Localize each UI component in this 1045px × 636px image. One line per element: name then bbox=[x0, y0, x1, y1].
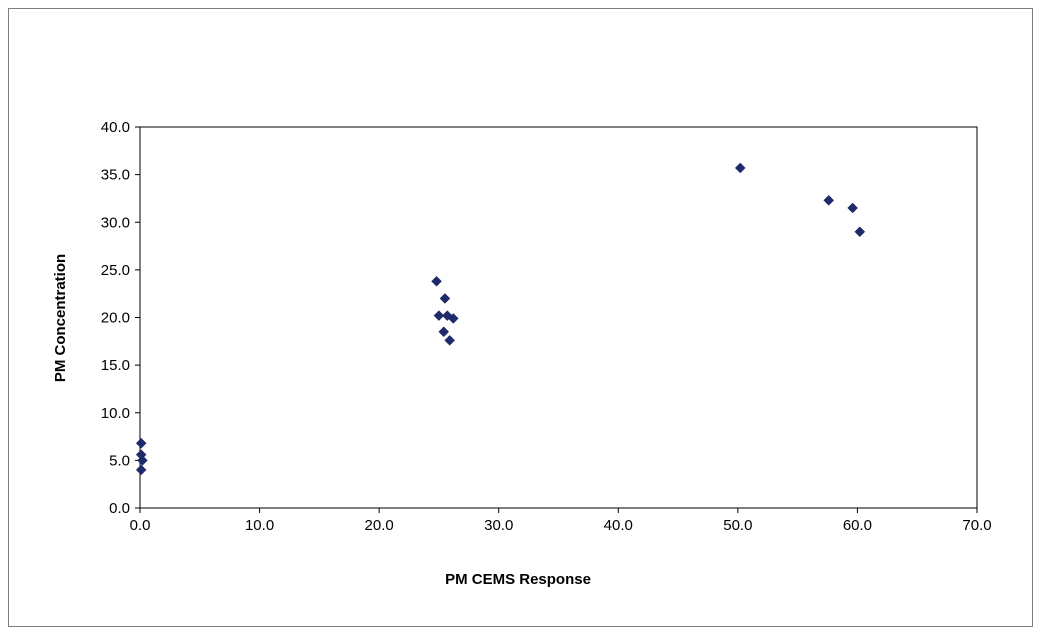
data-point bbox=[447, 313, 459, 324]
x-axis: 0.0 10.0 20.0 30.0 40.0 50.0 60.0 70.0 bbox=[130, 508, 992, 534]
y-tick-label: 30.0 bbox=[101, 214, 130, 231]
y-tick-label: 35.0 bbox=[101, 167, 130, 184]
x-tick-label: 20.0 bbox=[365, 517, 394, 534]
data-point bbox=[135, 464, 147, 476]
data-point bbox=[439, 293, 451, 304]
x-tick-label: 40.0 bbox=[604, 517, 633, 534]
x-tick-label: 50.0 bbox=[723, 517, 752, 534]
y-tick-label: 20.0 bbox=[101, 310, 130, 327]
x-tick-label: 0.0 bbox=[130, 517, 151, 534]
data-point bbox=[433, 310, 445, 321]
y-tick-label: 5.0 bbox=[109, 452, 130, 469]
data-point bbox=[438, 326, 450, 338]
y-tick-label: 10.0 bbox=[101, 405, 130, 422]
x-tick-label: 70.0 bbox=[962, 517, 991, 534]
data-point bbox=[444, 335, 456, 346]
data-point bbox=[137, 455, 148, 466]
x-axis-title: PM CEMS Response bbox=[445, 571, 591, 588]
y-axis-title: PM Concentration bbox=[52, 254, 69, 382]
y-axis: 0.0 5.0 10.0 15.0 20.0 25.0 30.0 35.0 40.0 bbox=[101, 119, 140, 517]
data-point bbox=[854, 226, 866, 238]
data-point bbox=[431, 275, 442, 287]
y-tick-label: 40.0 bbox=[101, 119, 130, 136]
x-tick-label: 30.0 bbox=[484, 517, 513, 534]
data-point bbox=[847, 202, 858, 214]
data-point bbox=[734, 162, 746, 174]
x-tick-label: 60.0 bbox=[843, 517, 872, 534]
y-tick-label: 25.0 bbox=[101, 262, 130, 279]
plot-area bbox=[139, 126, 978, 509]
y-tick-label: 0.0 bbox=[109, 500, 130, 517]
y-tick-label: 15.0 bbox=[101, 357, 130, 374]
x-tick-label: 10.0 bbox=[245, 517, 274, 534]
data-point bbox=[823, 194, 835, 206]
data-point bbox=[135, 437, 147, 449]
data-points bbox=[135, 162, 866, 476]
